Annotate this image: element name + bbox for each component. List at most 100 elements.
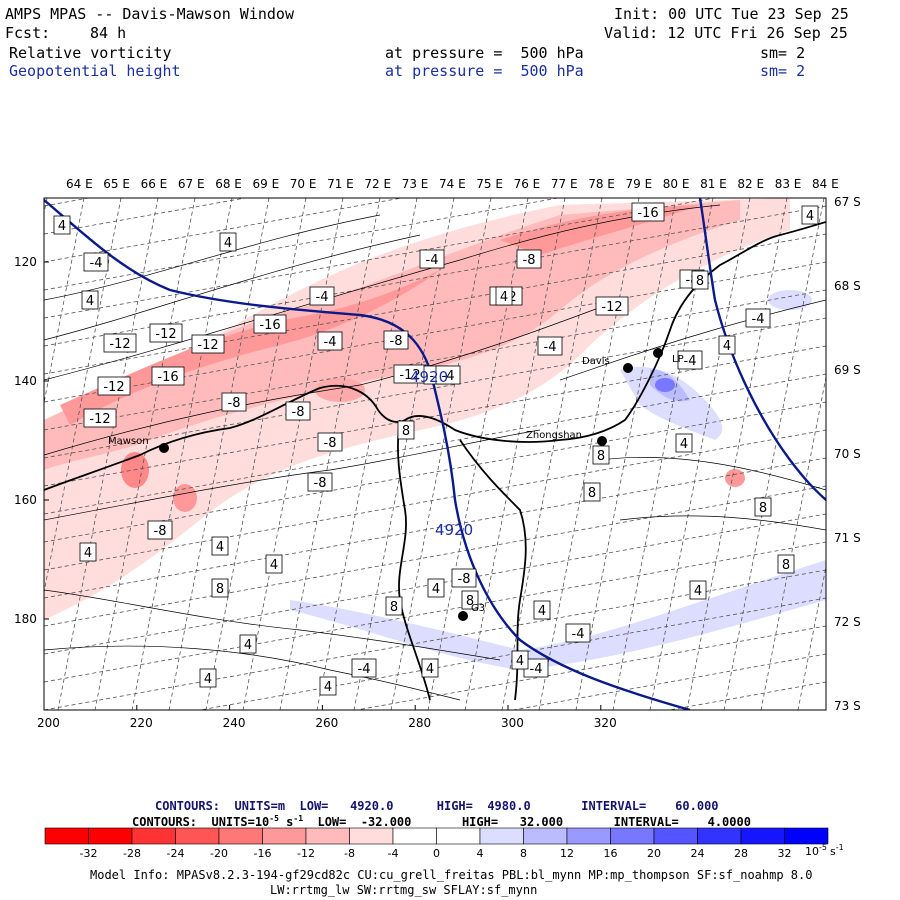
vorticity-label: -4	[324, 335, 337, 350]
station-g3-label: G3	[471, 603, 485, 614]
vorticity-label: 8	[782, 558, 790, 573]
vorticity-label: 4	[426, 662, 434, 677]
vorticity-label: -4	[530, 662, 543, 677]
top-axis-label: 78 E	[588, 177, 615, 191]
vorticity-label: 4	[694, 584, 702, 599]
vorticity-label: 4	[204, 672, 212, 687]
colorbar-swatch	[653, 827, 698, 845]
vorticity-label-box	[461, 590, 479, 610]
vorticity-label: -8	[154, 524, 167, 539]
field2-name: Geopotential height	[9, 62, 181, 80]
vorticity-label: 4	[806, 209, 814, 224]
vorticity-label: -8	[292, 405, 305, 420]
colorbar-swatch	[131, 827, 176, 845]
station-mawson-label: Mawson	[108, 436, 149, 447]
colorbar-swatch	[436, 827, 481, 845]
forecast-hours: 84 h	[90, 24, 127, 42]
station-mawson-marker	[159, 443, 169, 453]
height-label-layer: 4920 4920	[410, 368, 473, 539]
vorticity-label-box	[435, 365, 461, 385]
bottom-axis-label: 300	[501, 716, 524, 730]
vorticity-label-box	[537, 336, 563, 356]
colorbar-label: 12	[560, 847, 574, 860]
vorticity-label: 4	[216, 540, 224, 555]
vorticity-label: 4	[500, 290, 508, 305]
vorticity-label: 8	[390, 600, 398, 615]
colorbar-label: -8	[344, 847, 355, 860]
vorticity-label-box	[53, 215, 71, 235]
vorticity-label-box	[511, 650, 529, 670]
top-axis-label: 68 E	[215, 177, 242, 191]
vorticity-label: -12	[197, 338, 218, 353]
colorbar-swatch	[218, 827, 263, 845]
vorticity-label: -4	[572, 627, 585, 642]
field1-smoothing: sm= 2	[760, 44, 806, 62]
right-axis-label: 71 S	[834, 531, 861, 545]
station-g3-marker	[458, 611, 468, 621]
top-axis-label: 74 E	[439, 177, 466, 191]
vorticity-label: 4	[324, 680, 332, 695]
station-zhongshan-marker	[597, 436, 607, 446]
top-axis-label: 75 E	[476, 177, 503, 191]
vorticity-label: 8	[466, 594, 474, 609]
station-davis-marker	[623, 363, 633, 373]
vorticity-label-box	[239, 634, 257, 654]
vorticity-label-box	[149, 323, 183, 343]
top-axis-label: 66 E	[140, 177, 168, 191]
colorbar-unit: 10-5 s-1	[805, 843, 844, 858]
vorticity-label-box	[317, 432, 343, 452]
vorticity-label-box	[199, 668, 217, 688]
vorticity-label-box	[718, 335, 736, 355]
vorticity-label: -4	[684, 354, 697, 369]
colorbar-label: -4	[388, 847, 399, 860]
height-label: 4920	[435, 521, 473, 539]
vorticity-label-box	[211, 536, 229, 556]
vorticity-label: 8	[588, 486, 596, 501]
top-axis-label: 83 E	[774, 177, 802, 191]
vorticity-label: -8	[523, 253, 536, 268]
colorbar-label: -20	[210, 847, 228, 860]
vorticity-label: 8	[597, 449, 605, 464]
vorticity-label: 8	[402, 424, 410, 439]
vorticity-label-box	[451, 568, 477, 588]
height-contour-info: CONTOURS: UNITS=m LOW= 4920.0 HIGH= 4980…	[155, 799, 719, 813]
colorbar-label: 20	[647, 847, 661, 860]
vorticity-label: 4	[680, 437, 688, 452]
colorbar-label: 32	[778, 847, 792, 860]
colorbar-swatch	[566, 827, 611, 845]
vorticity-label: 4	[84, 546, 92, 561]
colorbar-label: 24	[691, 847, 705, 860]
colorbar-label: -12	[297, 847, 315, 860]
vorticity-label-box	[595, 296, 629, 316]
vorticity-label: -12	[103, 380, 124, 395]
right-axis-label: 69 S	[834, 363, 861, 377]
vorticity-label: -16	[157, 370, 178, 385]
vorticity-label-box	[754, 497, 772, 517]
vorticity-label-box	[495, 286, 513, 306]
latlon-grid	[44, 198, 826, 710]
vorticity-label: -4	[752, 312, 765, 327]
vorticity-label-box	[516, 249, 542, 269]
vorticity-label-box	[211, 578, 229, 598]
vorticity-label-box	[219, 232, 237, 252]
colorbar-swatch	[44, 827, 89, 845]
init-time: Init: 00 UTC Tue 23 Sep 25	[614, 5, 849, 23]
right-axis-label: 68 S	[834, 279, 861, 293]
colorbar-label: -32	[80, 847, 98, 860]
colorbar-swatch	[697, 827, 742, 845]
colorbar-label: 4	[477, 847, 484, 860]
right-axis-label: 70 S	[834, 447, 861, 461]
vorticity-positive-band	[290, 560, 826, 670]
plot-title: AMPS MPAS -- Davis-Mawson Window	[5, 5, 294, 23]
vorticity-label-box	[351, 658, 377, 678]
colorbar-label: 16	[604, 847, 618, 860]
left-axis-label: 180	[14, 612, 37, 626]
model-info-line2: LW:rrtmg_lw SW:rrtmg_sw SFLAY:sf_mynn	[270, 883, 538, 897]
model-info-line1: Model Info: MPASv8.2.3-194-gf29cd82c CU:…	[90, 868, 813, 882]
bottom-axis-label: 200	[37, 716, 60, 730]
vorticity-label: -16	[637, 206, 658, 221]
vorticity-label: -16	[259, 318, 280, 333]
vorticity-label: -8	[314, 476, 327, 491]
vorticity-label-box	[801, 205, 819, 225]
